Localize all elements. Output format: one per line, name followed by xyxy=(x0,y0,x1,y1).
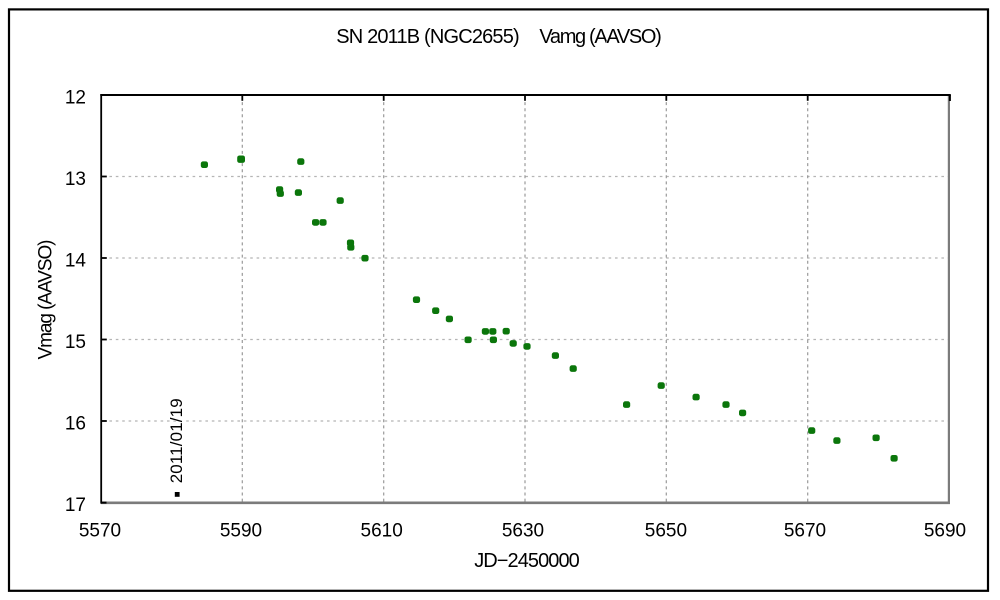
svg-text:5630: 5630 xyxy=(502,521,544,542)
svg-text:16: 16 xyxy=(65,413,86,434)
svg-text:5670: 5670 xyxy=(784,521,826,542)
svg-text:13: 13 xyxy=(65,169,86,190)
svg-text:SN 2011B (NGC2655): SN 2011B (NGC2655) xyxy=(336,26,520,48)
svg-text:5570: 5570 xyxy=(79,521,121,542)
svg-text:JD−2450000: JD−2450000 xyxy=(474,550,580,572)
svg-text:15: 15 xyxy=(65,332,86,353)
svg-text:Vmag (AAVSO): Vmag (AAVSO) xyxy=(36,240,57,360)
svg-text:2011/01/19: 2011/01/19 xyxy=(167,398,186,483)
svg-text:5610: 5610 xyxy=(361,521,403,542)
svg-text:14: 14 xyxy=(65,250,87,271)
svg-text:5590: 5590 xyxy=(220,521,262,542)
svg-text:17: 17 xyxy=(65,495,86,516)
svg-text:5650: 5650 xyxy=(645,521,687,542)
svg-text:Vamg (AAVSO): Vamg (AAVSO) xyxy=(539,26,661,48)
svg-text:12: 12 xyxy=(65,87,86,108)
svg-text:5690: 5690 xyxy=(924,521,966,542)
